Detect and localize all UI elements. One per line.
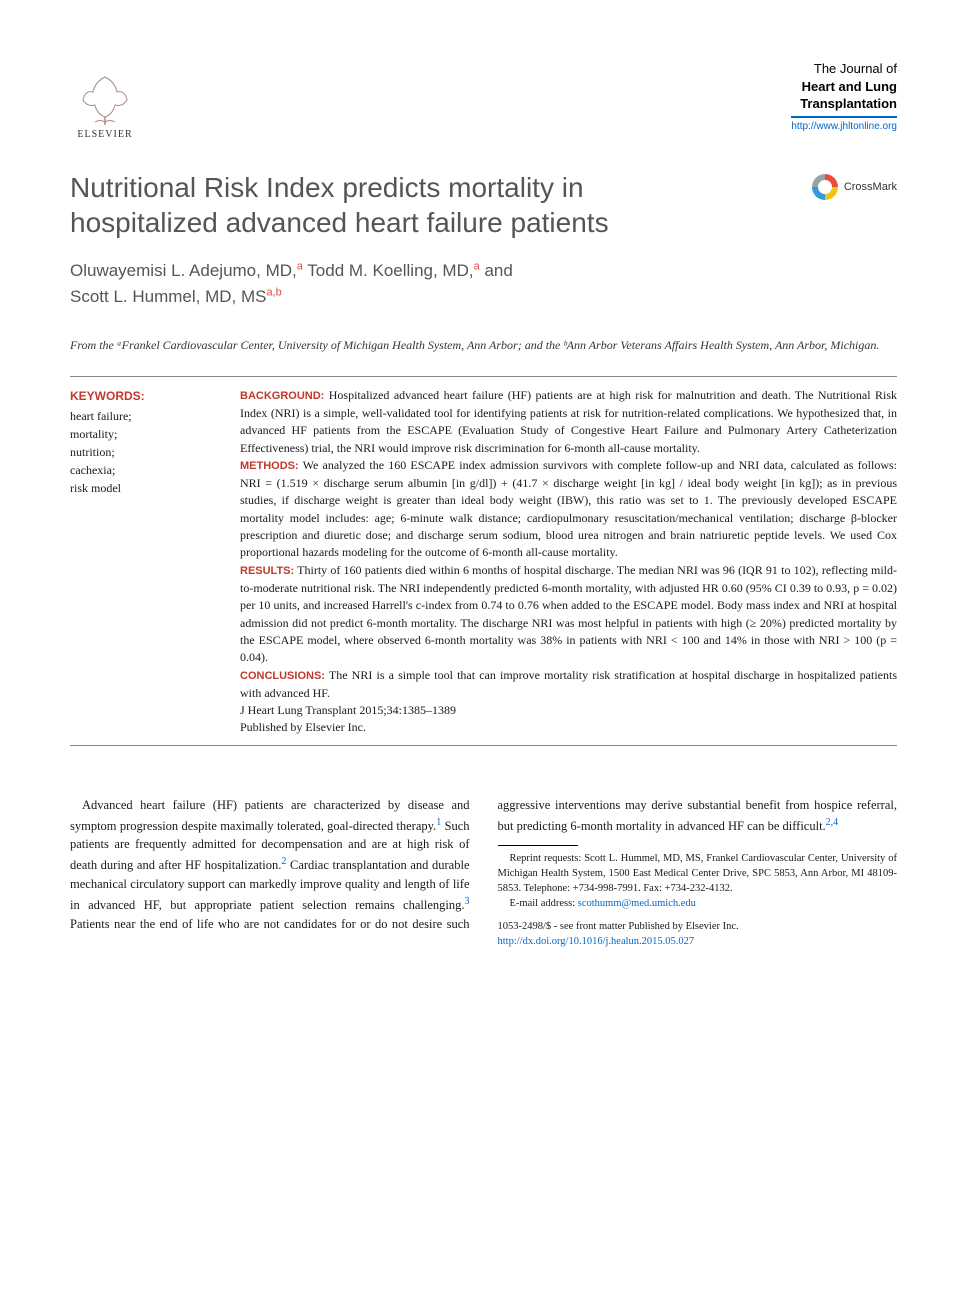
footnote-rule: [498, 845, 578, 846]
journal-masthead: The Journal of Heart and Lung Transplant…: [791, 60, 897, 133]
affiliations: From the ᵃFrankel Cardiovascular Center,…: [70, 337, 897, 354]
abstract-block: KEYWORDS: heart failure; mortality; nutr…: [70, 376, 897, 746]
email-footnote: E-mail address: scothumm@med.umich.edu: [498, 897, 898, 912]
methods-label: METHODS:: [240, 460, 299, 472]
abstract-column: BACKGROUND: Hospitalized advanced heart …: [240, 387, 897, 737]
keywords-heading: KEYWORDS:: [70, 387, 210, 405]
results-text: Thirty of 160 patients died within 6 mon…: [240, 563, 897, 665]
doi-line: http://dx.doi.org/10.1016/j.healun.2015.…: [498, 935, 898, 950]
reprint-footnote: Reprint requests: Scott L. Hummel, MD, M…: [498, 852, 898, 896]
author-and: and: [480, 261, 513, 280]
conclusions-label: CONCLUSIONS:: [240, 670, 325, 682]
background-text: Hospitalized advanced heart failure (HF)…: [240, 388, 897, 455]
ref-link-4[interactable]: 2,4: [826, 817, 839, 828]
journal-title-line2: Heart and Lung: [791, 78, 897, 96]
journal-title-line3: Transplantation: [791, 95, 897, 113]
abstract-publisher: Published by Elsevier Inc.: [240, 720, 366, 734]
keywords-column: KEYWORDS: heart failure; mortality; nutr…: [70, 387, 210, 737]
author-2: Todd M. Koelling, MD,: [303, 261, 474, 280]
article-title: Nutritional Risk Index predicts mortalit…: [70, 170, 710, 240]
crossmark-badge[interactable]: CrossMark: [812, 174, 897, 200]
ref-link-3[interactable]: 3: [465, 896, 470, 907]
elsevier-tree-icon: [75, 72, 135, 127]
email-link[interactable]: scothumm@med.umich.edu: [578, 898, 696, 909]
body-para1-a: Advanced heart failure (HF) patients are…: [70, 798, 470, 833]
author-1: Oluwayemisi L. Adejumo, MD,: [70, 261, 297, 280]
author-list: Oluwayemisi L. Adejumo, MD,a Todd M. Koe…: [70, 258, 897, 309]
article-body: Advanced heart failure (HF) patients are…: [70, 796, 897, 950]
author-3-affil: a,b: [266, 286, 281, 298]
results-label: RESULTS:: [240, 565, 294, 577]
doi-link[interactable]: http://dx.doi.org/10.1016/j.healun.2015.…: [498, 936, 695, 947]
journal-url-link[interactable]: http://www.jhltonline.org: [791, 116, 897, 134]
title-row: Nutritional Risk Index predicts mortalit…: [70, 170, 897, 240]
copyright-line: 1053-2498/$ - see front matter Published…: [498, 919, 898, 935]
conclusions-text: The NRI is a simple tool that can improv…: [240, 668, 897, 700]
crossmark-icon: [812, 174, 838, 200]
author-3: Scott L. Hummel, MD, MS: [70, 287, 266, 306]
keywords-list: heart failure; mortality; nutrition; cac…: [70, 407, 210, 497]
publisher-name: ELSEVIER: [77, 129, 132, 140]
publisher-logo: ELSEVIER: [70, 60, 140, 140]
email-label: E-mail address:: [510, 898, 578, 909]
background-label: BACKGROUND:: [240, 390, 324, 402]
journal-title-line1: The Journal of: [791, 60, 897, 78]
page-header: ELSEVIER The Journal of Heart and Lung T…: [70, 60, 897, 140]
abstract-citation: J Heart Lung Transplant 2015;34:1385–138…: [240, 703, 456, 717]
methods-text: We analyzed the 160 ESCAPE index admissi…: [240, 458, 897, 560]
crossmark-label: CrossMark: [844, 181, 897, 193]
